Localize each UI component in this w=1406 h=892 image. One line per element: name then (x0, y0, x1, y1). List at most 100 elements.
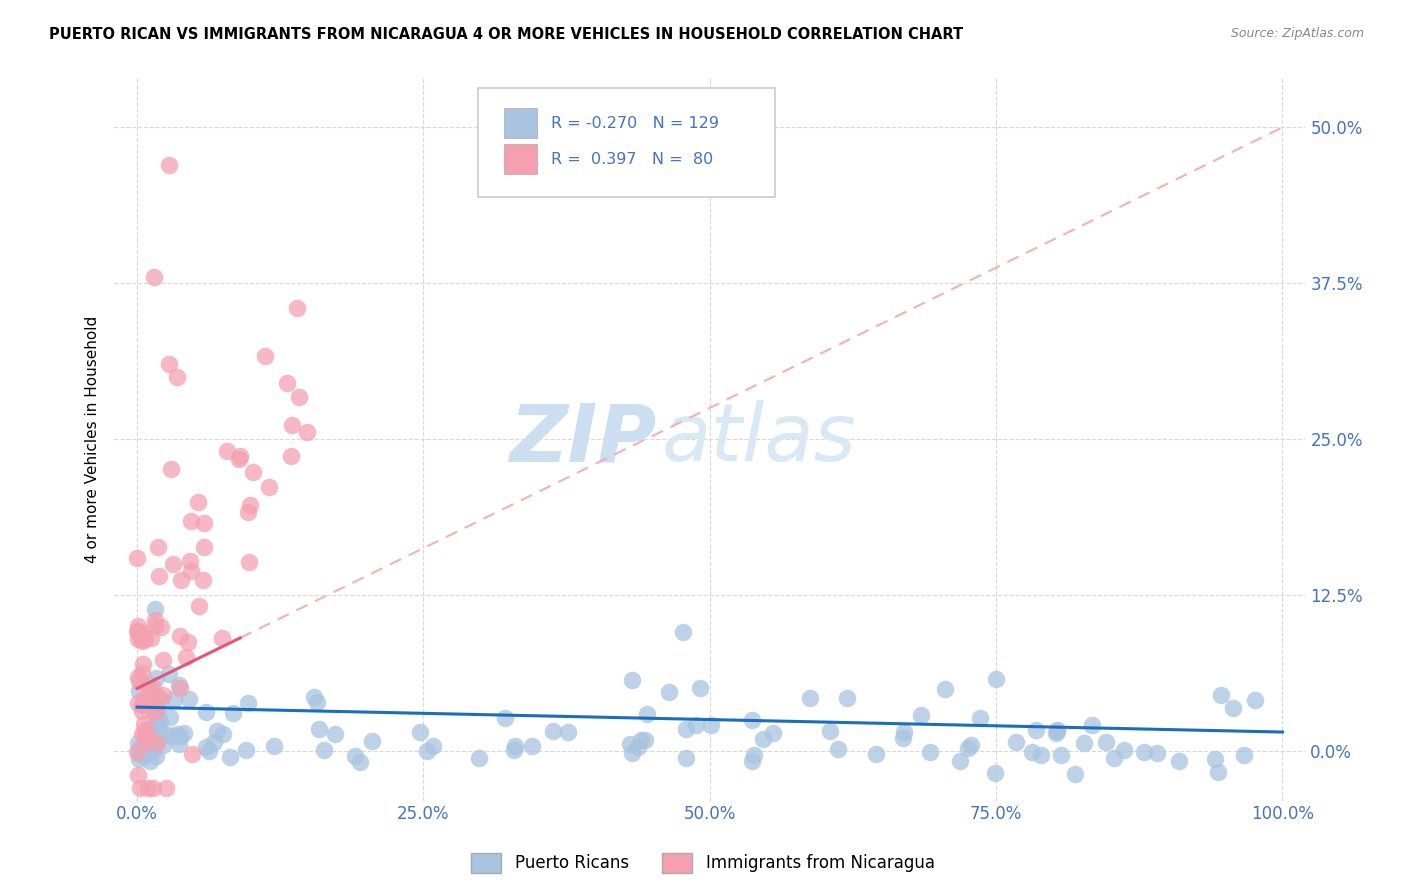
Point (259, 479, 281, 493)
Point (752, 731, 775, 746)
Point (131, 657, 153, 671)
Point (1025, 723, 1047, 737)
Point (136, 729, 159, 743)
Point (143, 706, 166, 720)
Point (636, 707, 658, 722)
Point (145, 701, 167, 715)
Point (127, 745, 149, 759)
Point (741, 713, 763, 727)
Point (136, 697, 159, 711)
Point (742, 747, 765, 762)
Point (127, 624, 149, 639)
Point (142, 681, 165, 695)
Point (135, 730, 157, 744)
Point (132, 692, 155, 706)
Point (910, 708, 932, 723)
Point (169, 630, 191, 644)
Point (132, 738, 155, 752)
Point (949, 754, 972, 768)
Point (361, 733, 384, 747)
Point (139, 677, 162, 691)
Point (162, 729, 184, 743)
Text: ZIP: ZIP (509, 400, 657, 478)
Point (127, 768, 149, 782)
Point (187, 599, 209, 614)
Point (741, 754, 763, 768)
Point (127, 624, 149, 638)
Point (127, 696, 149, 710)
Point (149, 620, 172, 634)
Point (150, 693, 173, 707)
Point (1232, 747, 1254, 762)
Point (799, 690, 821, 705)
Point (344, 748, 367, 763)
Point (1211, 688, 1233, 702)
Point (145, 619, 167, 633)
Point (142, 781, 165, 796)
Point (166, 369, 188, 384)
Point (134, 723, 156, 737)
Point (134, 632, 156, 646)
Point (238, 696, 260, 710)
Point (132, 717, 155, 731)
Bar (503, 144, 537, 174)
Point (685, 717, 707, 731)
Point (194, 706, 217, 720)
Point (134, 725, 156, 739)
Point (503, 739, 526, 753)
Point (128, 684, 150, 698)
Point (762, 725, 785, 739)
Point (865, 747, 887, 762)
Point (242, 465, 264, 479)
Point (1146, 746, 1168, 760)
Point (672, 625, 695, 640)
FancyBboxPatch shape (478, 88, 775, 197)
Point (630, 733, 652, 747)
Text: atlas: atlas (662, 400, 856, 478)
Point (969, 711, 991, 725)
Point (689, 681, 711, 695)
Point (619, 737, 641, 751)
Point (621, 673, 644, 688)
Point (263, 739, 285, 753)
Point (146, 736, 169, 750)
Point (128, 781, 150, 796)
Legend: Puerto Ricans, Immigrants from Nicaragua: Puerto Ricans, Immigrants from Nicaragua (465, 847, 941, 880)
Point (302, 690, 325, 704)
Point (143, 613, 166, 627)
Point (323, 727, 346, 741)
Y-axis label: 4 or more Vehicles in Household: 4 or more Vehicles in Household (86, 316, 100, 563)
Point (139, 733, 162, 747)
Point (148, 720, 170, 734)
Point (139, 685, 162, 699)
Point (157, 357, 180, 371)
Point (217, 443, 239, 458)
Point (349, 755, 371, 769)
Point (131, 631, 153, 645)
Point (700, 718, 723, 732)
Point (239, 498, 262, 512)
Text: R = -0.270   N = 129: R = -0.270 N = 129 (551, 115, 720, 130)
Point (280, 449, 302, 463)
Point (193, 540, 215, 554)
Point (131, 704, 153, 718)
Point (984, 766, 1007, 780)
Point (163, 692, 186, 706)
Point (409, 725, 432, 739)
Point (128, 752, 150, 766)
Point (984, 672, 1007, 686)
Point (1102, 751, 1125, 765)
Point (132, 748, 155, 763)
Point (149, 714, 172, 728)
Point (131, 634, 153, 648)
Point (1081, 718, 1104, 732)
Point (143, 743, 166, 757)
Point (143, 602, 166, 616)
Point (308, 723, 330, 737)
Point (1021, 746, 1043, 760)
Point (146, 706, 169, 721)
Point (818, 724, 841, 739)
Point (139, 631, 162, 645)
Point (152, 738, 174, 752)
Point (557, 725, 579, 739)
